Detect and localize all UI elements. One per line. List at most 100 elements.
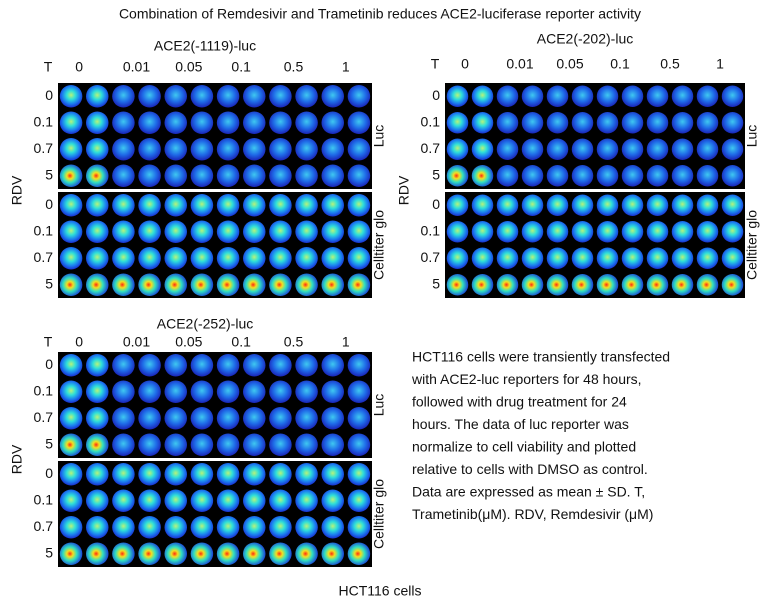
- well: [521, 165, 544, 187]
- well: [164, 542, 188, 566]
- figure-title: Combination of Remdesivir and Trametinib…: [119, 6, 641, 22]
- t-label: T: [44, 59, 53, 75]
- well: [164, 193, 188, 217]
- well: [59, 164, 83, 188]
- panel-title: ACE2(-252)-luc: [157, 316, 253, 332]
- t-label: T: [44, 334, 53, 350]
- concentration-label: 0.5: [284, 59, 304, 75]
- well: [138, 84, 161, 108]
- well: [621, 85, 644, 107]
- well: [571, 247, 594, 269]
- well: [347, 406, 371, 430]
- well: [347, 515, 371, 539]
- well: [190, 380, 214, 404]
- well: [138, 542, 161, 566]
- well: [269, 220, 292, 244]
- well: [216, 220, 240, 244]
- well: [59, 489, 83, 513]
- well: [295, 380, 318, 404]
- well: [242, 164, 266, 188]
- row-label: 0.7: [34, 140, 54, 156]
- well: [721, 85, 744, 107]
- well: [112, 515, 135, 539]
- well: [321, 273, 345, 297]
- well: [190, 273, 214, 297]
- well: [347, 273, 371, 297]
- concentration-label: 0.5: [284, 334, 304, 350]
- row-label: 0.1: [34, 222, 54, 238]
- well: [112, 246, 135, 270]
- well: [696, 85, 719, 107]
- well: [321, 433, 345, 457]
- well: [446, 221, 469, 243]
- well: [85, 353, 109, 377]
- well: [190, 164, 214, 188]
- section-label: Celltiter glo: [371, 479, 387, 549]
- well: [546, 85, 569, 107]
- well: [85, 515, 109, 539]
- well: [521, 138, 544, 160]
- well: [347, 84, 371, 108]
- row-label: 0: [45, 356, 53, 372]
- well: [164, 273, 188, 297]
- well: [138, 433, 161, 457]
- well: [496, 85, 519, 107]
- well: [216, 273, 240, 297]
- row-label: 0.1: [421, 222, 441, 238]
- row-label: 5: [45, 435, 53, 451]
- section-label: Luc: [744, 125, 760, 148]
- well: [216, 193, 240, 217]
- well: [164, 406, 188, 430]
- well: [321, 515, 345, 539]
- well: [646, 85, 669, 107]
- well: [321, 137, 345, 161]
- section-label: Luc: [371, 394, 387, 417]
- well: [347, 164, 371, 188]
- well: [571, 221, 594, 243]
- well: [521, 194, 544, 216]
- well: [216, 515, 240, 539]
- well: [59, 406, 83, 430]
- well: [696, 221, 719, 243]
- well: [190, 111, 214, 135]
- well: [138, 193, 161, 217]
- well: [321, 84, 345, 108]
- well: [138, 380, 161, 404]
- well: [85, 246, 109, 270]
- well: [164, 111, 188, 135]
- well: [59, 193, 83, 217]
- well: [596, 194, 619, 216]
- well: [471, 138, 494, 160]
- well: [546, 112, 569, 134]
- well: [59, 273, 83, 297]
- well: [164, 246, 188, 270]
- well: [59, 433, 83, 457]
- well: [269, 164, 292, 188]
- well: [190, 433, 214, 457]
- well: [596, 138, 619, 160]
- well: [216, 164, 240, 188]
- well: [242, 273, 266, 297]
- well: [138, 406, 161, 430]
- well: [164, 220, 188, 244]
- well: [269, 542, 292, 566]
- panel-title: ACE2(-202)-luc: [537, 31, 633, 47]
- well: [446, 138, 469, 160]
- well: [295, 246, 318, 270]
- well: [164, 462, 188, 486]
- well: [295, 433, 318, 457]
- well: [85, 137, 109, 161]
- well: [671, 274, 694, 296]
- well: [216, 406, 240, 430]
- well: [59, 84, 83, 108]
- well: [546, 247, 569, 269]
- well: [546, 194, 569, 216]
- well: [321, 489, 345, 513]
- well: [321, 462, 345, 486]
- well: [295, 489, 318, 513]
- well: [721, 165, 744, 187]
- well: [671, 247, 694, 269]
- well: [295, 111, 318, 135]
- row-label: 0: [45, 465, 53, 481]
- well: [295, 273, 318, 297]
